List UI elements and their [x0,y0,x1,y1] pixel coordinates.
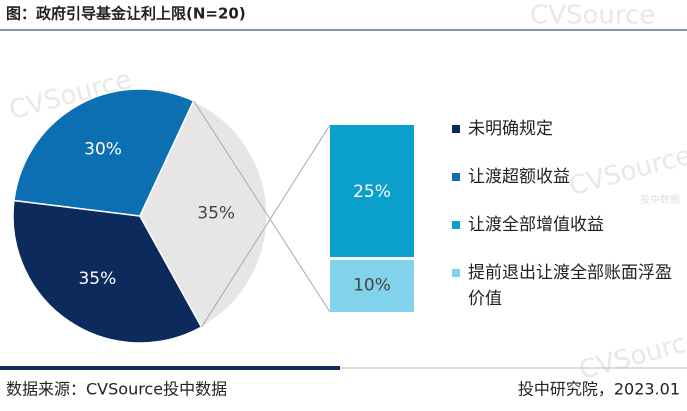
watermark: CVSource [530,1,655,31]
data-label: 35% [197,203,235,223]
data-label: 35% [78,269,116,289]
source: 数据来源：CVSource投中数据 [6,380,227,399]
pie-slice [139,99,268,329]
legend-label: 未明确规定 [468,119,553,139]
data-label: 10% [353,275,391,295]
watermark-sub: 投中数据 [640,193,680,206]
legend-swatch [452,221,460,229]
legend-label: 让渡超额收益 [468,167,570,187]
legend-item: 让渡全部增值收益 [452,212,672,260]
legend: 未明确规定让渡超额收益让渡全部增值收益提前退出让渡全部账面浮盈价值 [452,116,672,309]
date: 投中研究院，2023.01 [518,380,680,399]
data-label: 25% [353,182,391,202]
bar-segment [330,260,414,312]
legend-swatch [452,125,460,133]
legend-swatch [452,173,460,181]
data-label: 30% [84,139,122,159]
connector [193,100,331,313]
pie-slice [13,88,195,217]
legend-label: 提前退出让渡全部账面浮盈价值 [468,263,672,309]
connector [201,124,331,328]
chart-title: 图：政府引导基金让利上限(N=20) [6,5,246,23]
legend-item: 提前退出让渡全部账面浮盈价值 [452,260,672,309]
pie-slice [12,199,203,344]
bar-segment [330,125,414,258]
legend-item: 让渡超额收益 [452,164,672,212]
watermark: CVSource [576,325,687,386]
legend-swatch [452,269,460,277]
legend-label: 让渡全部增值收益 [468,215,604,235]
legend-item: 未明确规定 [452,116,672,164]
